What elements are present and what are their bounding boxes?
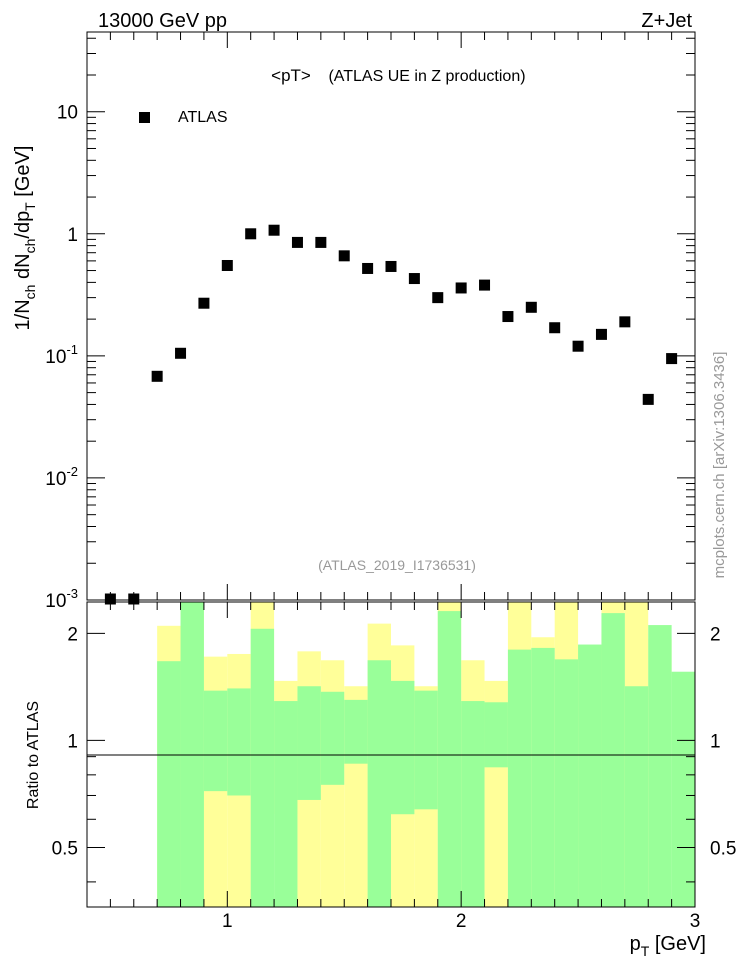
data-point <box>268 224 280 236</box>
data-point <box>408 273 420 285</box>
data-point <box>362 262 374 274</box>
ratio-inner-band <box>671 671 695 907</box>
ratio-inner-band <box>601 613 625 907</box>
data-point <box>666 353 678 365</box>
data-point <box>479 279 491 291</box>
data-point <box>572 340 584 352</box>
y-tick-label: 1 <box>67 225 78 246</box>
ratio-inner-band <box>274 701 298 907</box>
data-point <box>432 292 444 304</box>
ratio-inner-band <box>554 659 579 907</box>
ratio-inner-band <box>344 699 368 764</box>
ratio-y-tick-label-right: 1 <box>710 731 721 752</box>
data-point <box>549 322 561 334</box>
ratio-inner-band <box>227 688 251 796</box>
plot-subtitle: (ATLAS UE in Z production) <box>328 68 525 85</box>
ratio-inner-band <box>507 649 532 907</box>
ratio-y-tick-label-right: 2 <box>710 624 721 645</box>
ratio-inner-band <box>414 690 438 810</box>
data-point <box>315 236 327 248</box>
watermark: mcplots.cern.ch [arXiv:1306.3436] <box>711 352 728 579</box>
y-tick-label: 10-2 <box>45 464 78 490</box>
main-plot-frame <box>86 31 696 601</box>
ratio-inner-band <box>250 628 275 907</box>
data-point <box>338 250 350 262</box>
x-tick-label: 1 <box>222 911 233 932</box>
data-point <box>385 260 397 272</box>
ratio-inner-band <box>484 702 508 768</box>
ratio-plot-panel: 0.5 0.5 1 1 2 2 1 2 3 <box>52 601 736 932</box>
x-tick-label: 2 <box>456 911 467 932</box>
data-point <box>642 393 654 405</box>
data-point <box>221 259 233 271</box>
y-tick-label: 10 <box>57 103 78 124</box>
data-point <box>595 328 607 340</box>
ratio-inner-band <box>461 701 485 907</box>
data-point <box>619 316 631 328</box>
ratio-y-tick-label-left: 0.5 <box>52 838 78 859</box>
data-point <box>104 593 116 605</box>
ratio-y-axis-label: Ratio to ATLAS <box>25 701 42 809</box>
ratio-inner-band <box>648 625 672 907</box>
legend-marker <box>139 112 150 123</box>
ratio-inner-band <box>578 644 602 907</box>
ratio-plot-frame <box>86 601 696 908</box>
data-point <box>502 311 514 323</box>
plot-title: <pT> <box>271 66 311 85</box>
data-point <box>128 593 140 605</box>
ratio-y-tick-label-left: 1 <box>67 731 78 752</box>
ratio-inner-band <box>531 647 555 907</box>
ratio-y-tick-label-right: 0.5 <box>710 838 736 859</box>
data-point <box>175 347 187 359</box>
ratio-inner-band <box>391 680 415 815</box>
ratio-inner-band <box>320 691 345 785</box>
x-tick-label: 3 <box>690 911 701 932</box>
ratio-y-tick-label-left: 2 <box>67 624 78 645</box>
y-tick-label: 10-3 <box>45 586 78 612</box>
y-tick-label: 10-1 <box>45 342 78 368</box>
data-point <box>245 228 257 240</box>
header-right: Z+Jet <box>641 10 692 32</box>
x-axis-label: pT [GeV] <box>630 933 706 959</box>
data-point <box>525 301 537 313</box>
ratio-inner-band <box>297 686 321 800</box>
data-point <box>198 297 210 309</box>
top-axis-ticks: 10-3 10-2 10-1 1 10 <box>45 32 696 612</box>
y-axis-label: 1/Nch dNch/dpT [GeV] <box>12 146 38 331</box>
legend-label: ATLAS <box>178 109 228 126</box>
main-plot-panel: 10-3 10-2 10-1 1 10 <pT> (ATLAS UE in Z prod… <box>45 31 696 612</box>
ratio-inner-band <box>367 660 391 907</box>
ratio-inner-band <box>437 611 462 907</box>
ratio-inner-band <box>203 690 228 792</box>
analysis-id: (ATLAS_2019_I1736531) <box>318 557 476 573</box>
data-point <box>151 370 163 382</box>
data-point <box>291 236 303 248</box>
header-left: 13000 GeV pp <box>98 10 227 32</box>
data-markers <box>104 224 678 605</box>
ratio-inner-band <box>157 661 181 907</box>
ratio-axis-ticks: 0.5 0.5 1 1 2 2 1 2 3 <box>52 602 736 932</box>
ratio-inner-band <box>624 686 649 907</box>
data-point <box>455 282 467 294</box>
